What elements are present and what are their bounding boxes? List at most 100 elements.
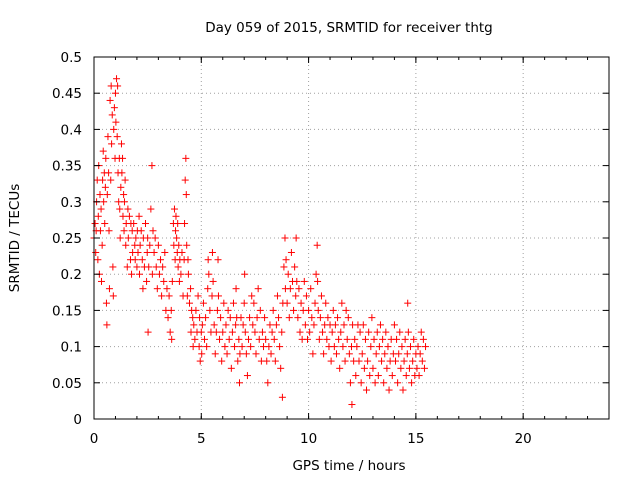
data-point bbox=[143, 277, 151, 285]
data-point bbox=[268, 328, 276, 336]
data-point bbox=[422, 343, 430, 351]
data-point bbox=[103, 191, 111, 199]
data-point bbox=[99, 176, 107, 184]
data-point bbox=[182, 191, 190, 199]
data-point bbox=[249, 321, 257, 329]
data-point bbox=[223, 350, 231, 358]
data-point bbox=[253, 314, 261, 322]
data-point bbox=[124, 234, 132, 242]
x-axis-ticks: 0 5 10 15 20 bbox=[90, 57, 610, 447]
data-point bbox=[255, 335, 263, 343]
data-point bbox=[331, 321, 339, 329]
data-point bbox=[371, 379, 379, 387]
data-point bbox=[314, 306, 322, 314]
data-point bbox=[132, 234, 140, 242]
data-point bbox=[291, 263, 299, 271]
data-point bbox=[202, 314, 210, 322]
data-point bbox=[267, 350, 275, 358]
data-point bbox=[251, 328, 259, 336]
data-point bbox=[197, 328, 205, 336]
data-point bbox=[334, 314, 342, 322]
data-point bbox=[404, 328, 412, 336]
data-point bbox=[175, 241, 183, 249]
data-point bbox=[190, 321, 198, 329]
data-point bbox=[216, 335, 224, 343]
data-point bbox=[306, 328, 314, 336]
data-point bbox=[228, 328, 236, 336]
data-point bbox=[285, 314, 293, 322]
y-tick-label: 0.35 bbox=[52, 159, 82, 175]
data-point bbox=[99, 147, 107, 155]
data-point bbox=[226, 314, 234, 322]
data-point bbox=[110, 125, 118, 133]
data-point bbox=[102, 154, 110, 162]
data-point bbox=[370, 335, 378, 343]
data-point bbox=[175, 277, 183, 285]
data-point bbox=[221, 343, 229, 351]
data-point bbox=[293, 277, 301, 285]
data-point bbox=[375, 343, 383, 351]
data-point bbox=[341, 357, 349, 365]
data-point bbox=[195, 343, 203, 351]
data-point bbox=[417, 328, 425, 336]
data-point bbox=[240, 299, 248, 307]
data-point bbox=[184, 270, 192, 278]
data-point bbox=[111, 89, 119, 97]
data-point bbox=[314, 277, 322, 285]
data-point bbox=[181, 220, 189, 228]
data-point bbox=[121, 176, 129, 184]
data-point bbox=[155, 270, 163, 278]
data-point bbox=[329, 306, 337, 314]
y-tick-label: 0.25 bbox=[52, 231, 82, 247]
data-point bbox=[405, 364, 413, 372]
data-point bbox=[241, 270, 249, 278]
data-point bbox=[109, 292, 117, 300]
data-point bbox=[252, 350, 260, 358]
data-point bbox=[413, 364, 421, 372]
data-point bbox=[319, 328, 327, 336]
data-point bbox=[361, 335, 369, 343]
data-point bbox=[194, 292, 202, 300]
data-point bbox=[139, 285, 147, 293]
data-point bbox=[296, 328, 304, 336]
data-point bbox=[369, 364, 377, 372]
data-point bbox=[297, 299, 305, 307]
data-point bbox=[100, 198, 108, 206]
data-point bbox=[158, 292, 166, 300]
data-point bbox=[199, 299, 207, 307]
data-point bbox=[117, 183, 125, 191]
data-point bbox=[110, 104, 118, 112]
data-point bbox=[269, 306, 277, 314]
data-point bbox=[396, 328, 404, 336]
data-point bbox=[204, 256, 212, 264]
data-point bbox=[364, 357, 372, 365]
data-point bbox=[235, 379, 243, 387]
plot-frame bbox=[93, 56, 610, 420]
data-point bbox=[256, 306, 264, 314]
data-point bbox=[159, 263, 167, 271]
data-point bbox=[107, 176, 115, 184]
data-point bbox=[153, 285, 161, 293]
data-point bbox=[340, 321, 348, 329]
x-tick-label: 10 bbox=[300, 431, 317, 447]
data-point bbox=[239, 321, 247, 329]
data-point bbox=[232, 285, 240, 293]
data-point bbox=[283, 299, 291, 307]
data-point bbox=[183, 292, 191, 300]
data-point bbox=[182, 154, 190, 162]
data-point bbox=[187, 285, 195, 293]
data-point bbox=[231, 343, 239, 351]
data-point bbox=[309, 350, 317, 358]
data-point bbox=[339, 343, 347, 351]
data-point bbox=[185, 299, 193, 307]
data-point bbox=[409, 357, 417, 365]
data-point bbox=[174, 263, 182, 271]
data-point bbox=[335, 335, 343, 343]
data-point bbox=[373, 328, 381, 336]
data-point bbox=[281, 234, 289, 242]
data-point bbox=[295, 285, 303, 293]
data-point bbox=[402, 372, 410, 380]
data-point bbox=[332, 350, 340, 358]
data-point bbox=[224, 306, 232, 314]
data-point bbox=[324, 314, 332, 322]
